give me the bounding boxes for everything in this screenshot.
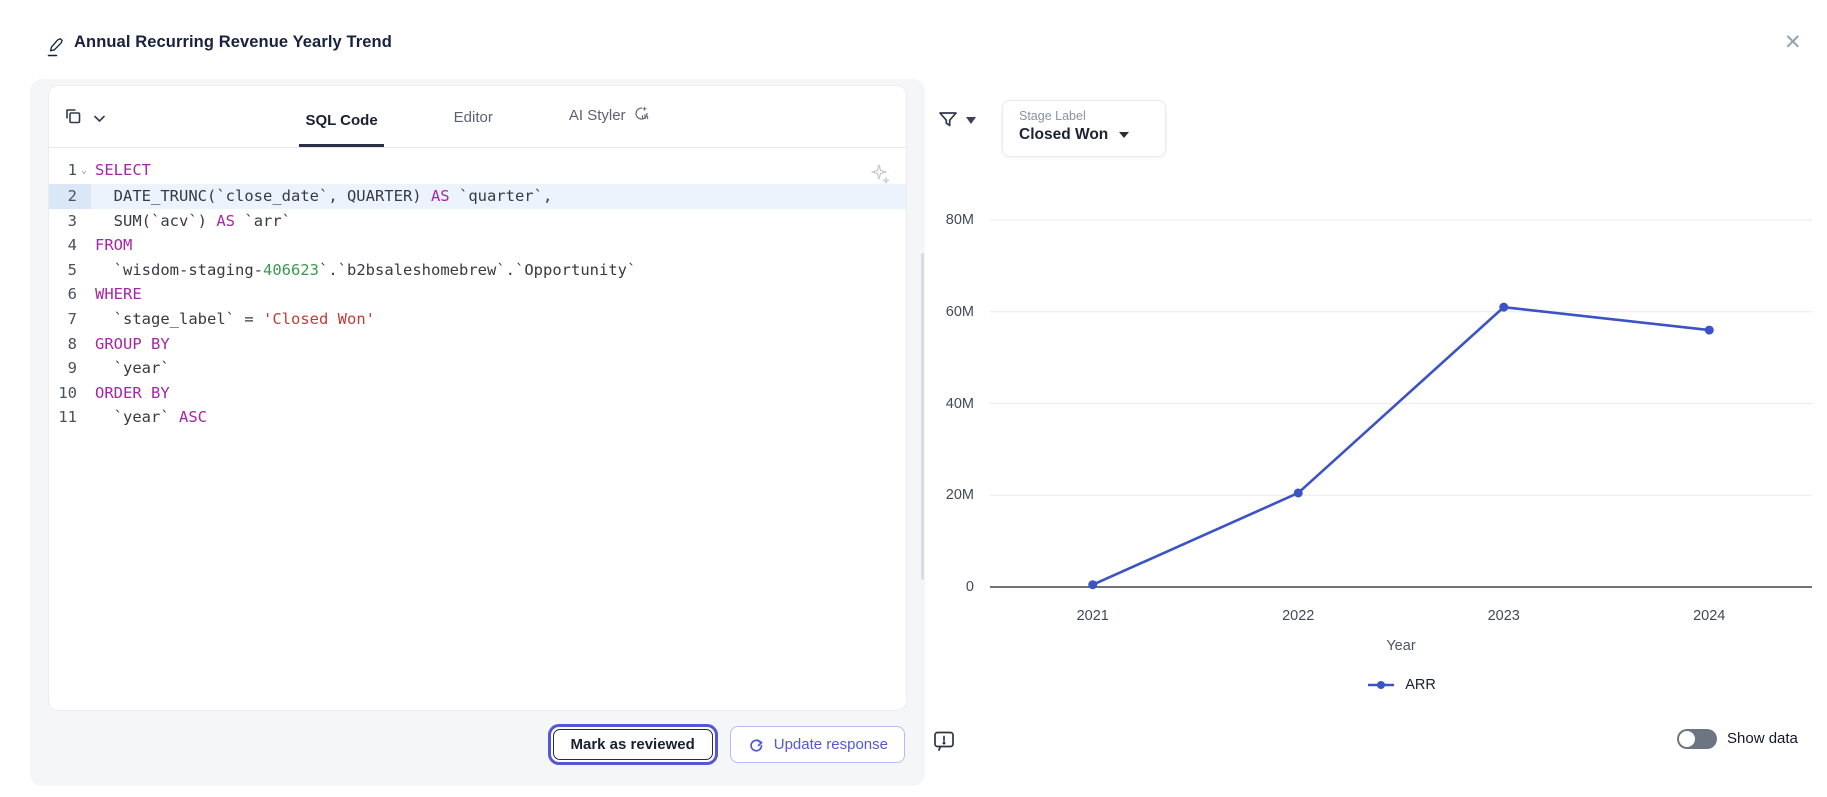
x-tick-label: 2024 xyxy=(1693,608,1726,624)
x-tick-label: 2021 xyxy=(1076,608,1109,624)
close-icon[interactable]: ✕ xyxy=(1784,31,1802,54)
line-number: 7 xyxy=(67,309,77,328)
code-line: 8 GROUP BY xyxy=(49,332,906,357)
feedback-icon[interactable] xyxy=(931,728,957,759)
code-card: SQL Code Editor AI Styler xyxy=(48,85,907,711)
line-number: 4 xyxy=(67,236,77,255)
code-line: 6 WHERE xyxy=(49,282,906,307)
legend-marker-dot xyxy=(1377,681,1386,689)
tab-ai-styler[interactable]: AI Styler xyxy=(563,105,656,147)
tab-editor-label: Editor xyxy=(453,109,493,126)
pane-divider[interactable] xyxy=(921,253,924,580)
line-number: 9 xyxy=(67,359,77,378)
stage-label-value: Closed Won xyxy=(1019,126,1109,143)
update-response-label: Update response xyxy=(773,736,888,753)
stage-label-dropdown[interactable]: Stage Label Closed Won xyxy=(1002,100,1166,157)
tab-ai-styler-label: AI Styler xyxy=(568,107,626,124)
code-line: 1 ⌄ SELECT xyxy=(49,158,906,184)
tab-editor[interactable]: Editor xyxy=(448,109,499,147)
legend-item-arr[interactable]: ARR xyxy=(990,677,1812,693)
x-tick-label: 2022 xyxy=(1282,608,1315,624)
editor-tabbar: SQL Code Editor AI Styler xyxy=(49,86,906,148)
stage-label-title: Stage Label xyxy=(1019,109,1086,123)
mark-as-reviewed-focus-ring: Mark as reviewed xyxy=(547,724,718,765)
edit-title-icon[interactable] xyxy=(46,36,67,57)
y-tick-label: 20M xyxy=(945,487,974,504)
filter-icon[interactable] xyxy=(936,108,960,137)
copy-icon[interactable] xyxy=(63,106,83,131)
code-line: 5 `wisdom-staging-406623`.`b2bsaleshomeb… xyxy=(49,258,906,283)
x-tick-label: 2023 xyxy=(1487,608,1520,624)
footer-actions: Mark as reviewed Update response xyxy=(547,724,905,765)
line-number: 5 xyxy=(67,260,77,279)
line-number: 6 xyxy=(67,285,77,304)
copy-dropdown-caret-icon[interactable] xyxy=(93,110,106,128)
legend-marker xyxy=(1368,681,1395,689)
line-number: 1 xyxy=(67,161,77,179)
arr-line-chart xyxy=(990,219,1812,590)
y-tick-label: 60M xyxy=(945,303,974,320)
arr-chart: 0 20M 40M 60M 80M 2021 2022 2023 2024 Year ARR xyxy=(930,180,1827,720)
data-point[interactable] xyxy=(1293,488,1303,498)
y-tick-label: 0 xyxy=(965,579,974,595)
code-lines: 1 ⌄ SELECT 2 DATE_TRUNC(`close_date`, QUART… xyxy=(49,158,906,430)
line-number: 2 xyxy=(67,187,77,205)
line-number: 10 xyxy=(58,383,77,402)
data-point[interactable] xyxy=(1088,580,1098,590)
code-line: 9 `year` xyxy=(49,356,906,381)
code-line: 2 DATE_TRUNC(`close_date`, QUARTER) AS `… xyxy=(49,184,906,209)
ai-styler-chart-icon xyxy=(633,105,650,126)
tab-sql-code-label: SQL Code xyxy=(305,112,378,129)
show-data-label: Show data xyxy=(1727,730,1798,747)
update-response-button[interactable]: Update response xyxy=(729,726,905,763)
code-line: 3 SUM(`acv`) AS `arr` xyxy=(49,209,906,234)
tab-sql-code[interactable]: SQL Code xyxy=(299,112,384,147)
y-tick-label: 40M xyxy=(945,395,974,412)
data-point[interactable] xyxy=(1499,302,1509,312)
code-line: 10 ORDER BY xyxy=(49,381,906,406)
series-line xyxy=(1092,305,1710,586)
fold-chevron-icon[interactable]: ⌄ xyxy=(80,165,88,176)
page-title: Annual Recurring Revenue Yearly Trend xyxy=(74,33,392,51)
y-tick-label: 80M xyxy=(945,212,974,228)
review-panel: SQL Code Editor AI Styler xyxy=(30,79,925,786)
code-line: 7 `stage_label` = 'Closed Won' xyxy=(49,307,906,332)
stage-label-caret-icon xyxy=(1119,132,1130,138)
line-number: 3 xyxy=(67,211,77,230)
mark-as-reviewed-button[interactable]: Mark as reviewed xyxy=(552,729,713,760)
code-line: 4 FROM xyxy=(49,233,906,258)
filter-dropdown-caret-icon[interactable] xyxy=(966,117,976,124)
update-response-arrow-icon xyxy=(747,737,765,753)
code-editor[interactable]: 1 ⌄ SELECT 2 DATE_TRUNC(`close_date`, QUART… xyxy=(49,149,906,711)
show-data-toggle[interactable] xyxy=(1677,729,1717,749)
show-data-toggle-knob xyxy=(1679,731,1695,747)
x-axis-title: Year xyxy=(1386,638,1416,654)
code-line: 11 `year` ASC xyxy=(49,405,906,430)
line-number: 11 xyxy=(58,408,77,427)
ai-sparkle-icon[interactable] xyxy=(868,162,892,191)
data-point[interactable] xyxy=(1704,325,1714,335)
legend-label: ARR xyxy=(1405,677,1436,693)
line-number: 8 xyxy=(67,334,77,353)
